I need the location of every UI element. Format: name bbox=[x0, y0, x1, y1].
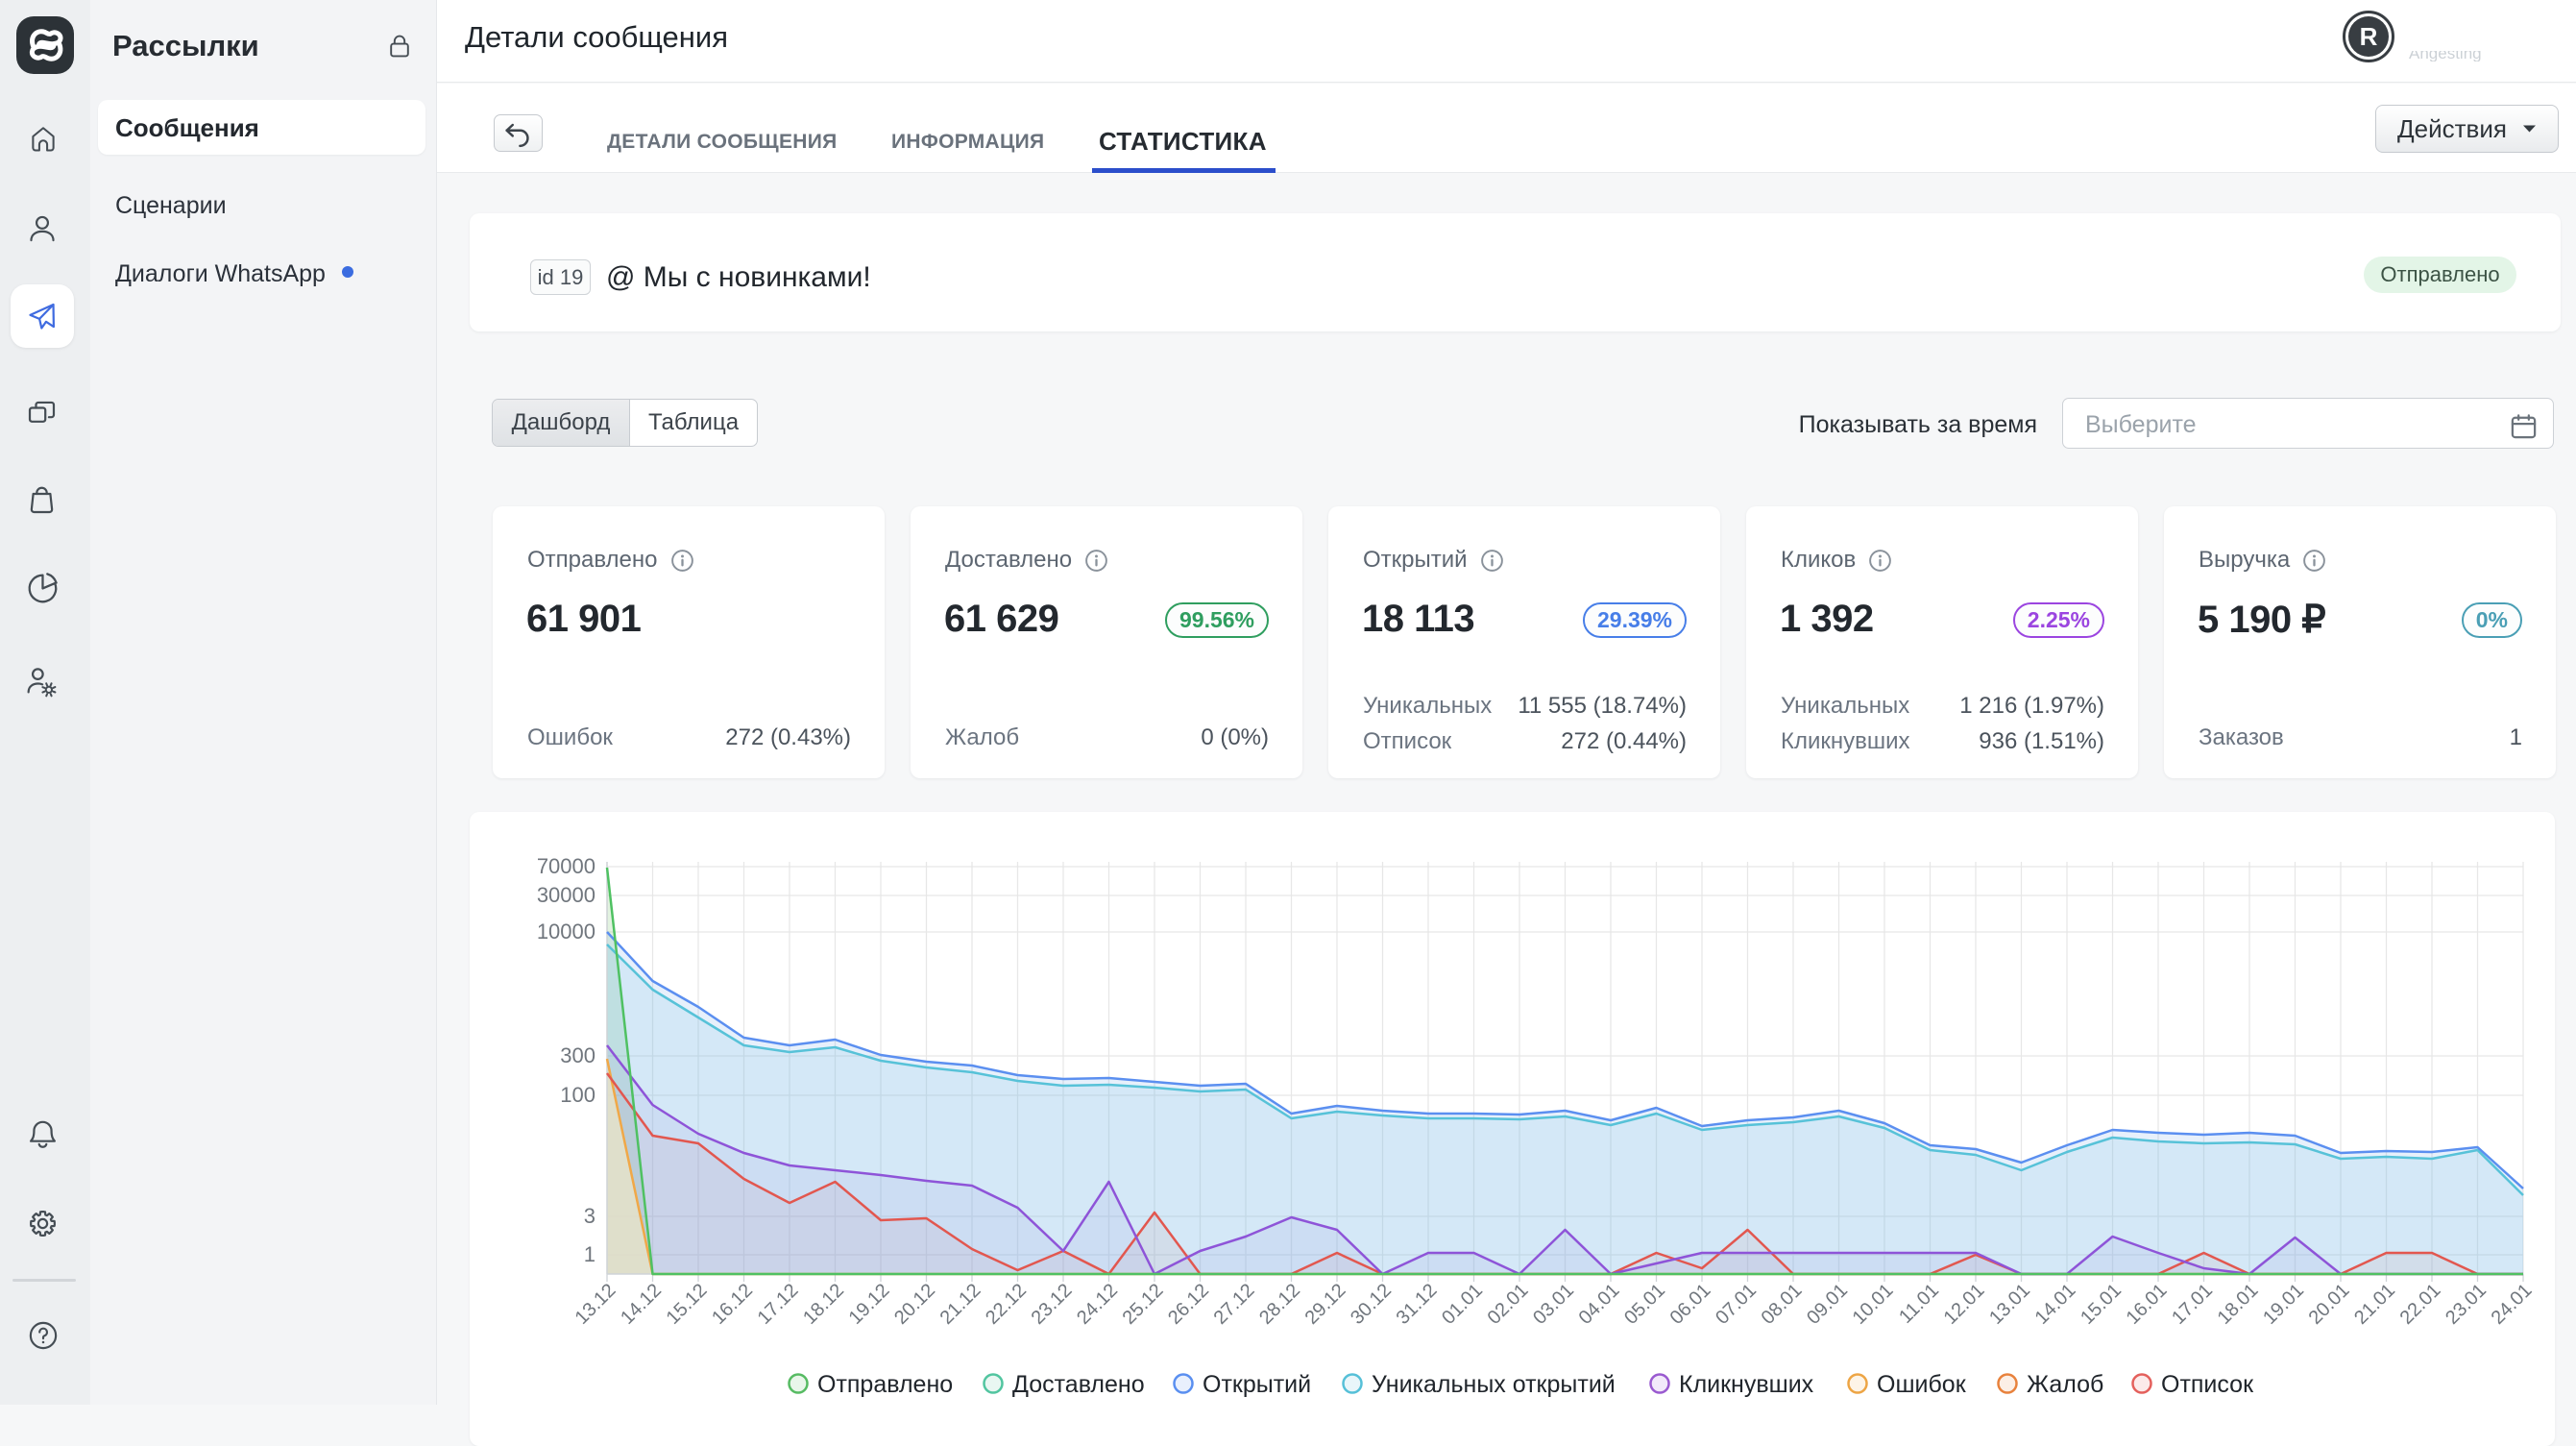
svg-text:24.01: 24.01 bbox=[2488, 1280, 2537, 1329]
svg-text:21.01: 21.01 bbox=[2350, 1280, 2399, 1329]
svg-text:15.12: 15.12 bbox=[663, 1280, 712, 1329]
svg-text:13.12: 13.12 bbox=[571, 1280, 620, 1329]
svg-text:02.01: 02.01 bbox=[1484, 1280, 1533, 1329]
svg-text:16.12: 16.12 bbox=[708, 1280, 757, 1329]
svg-text:03.01: 03.01 bbox=[1529, 1280, 1578, 1329]
svg-text:Открытий: Открытий bbox=[1203, 1371, 1311, 1398]
svg-text:01.01: 01.01 bbox=[1438, 1280, 1487, 1329]
svg-text:23.12: 23.12 bbox=[1028, 1280, 1077, 1329]
svg-text:29.12: 29.12 bbox=[1301, 1280, 1350, 1329]
svg-text:12.01: 12.01 bbox=[1940, 1280, 1989, 1329]
svg-text:Доставлено: Доставлено bbox=[1012, 1371, 1145, 1398]
svg-text:18.12: 18.12 bbox=[799, 1280, 848, 1329]
svg-text:08.01: 08.01 bbox=[1758, 1280, 1807, 1329]
svg-text:26.12: 26.12 bbox=[1164, 1280, 1213, 1329]
svg-text:28.12: 28.12 bbox=[1255, 1280, 1304, 1329]
svg-text:22.12: 22.12 bbox=[982, 1280, 1031, 1329]
svg-text:100: 100 bbox=[560, 1083, 595, 1107]
svg-text:14.01: 14.01 bbox=[2031, 1280, 2080, 1329]
svg-text:23.01: 23.01 bbox=[2442, 1280, 2491, 1329]
svg-text:10.01: 10.01 bbox=[1849, 1280, 1898, 1329]
svg-text:Уникальных открытий: Уникальных открытий bbox=[1372, 1371, 1616, 1398]
svg-text:20.12: 20.12 bbox=[890, 1280, 939, 1329]
svg-text:19.12: 19.12 bbox=[845, 1280, 894, 1329]
svg-text:17.01: 17.01 bbox=[2168, 1280, 2217, 1329]
svg-text:30000: 30000 bbox=[537, 883, 595, 907]
svg-text:06.01: 06.01 bbox=[1666, 1280, 1715, 1329]
svg-text:07.01: 07.01 bbox=[1712, 1280, 1761, 1329]
svg-text:Кликнувших: Кликнувших bbox=[1679, 1371, 1814, 1398]
svg-text:Ошибок: Ошибок bbox=[1877, 1371, 1967, 1398]
svg-text:10000: 10000 bbox=[537, 919, 595, 944]
svg-text:Отписок: Отписок bbox=[2161, 1371, 2254, 1398]
svg-text:21.12: 21.12 bbox=[936, 1280, 985, 1329]
svg-text:05.01: 05.01 bbox=[1620, 1280, 1669, 1329]
svg-text:Отправлено: Отправлено bbox=[817, 1371, 953, 1398]
svg-text:11.01: 11.01 bbox=[1895, 1280, 1943, 1328]
svg-text:3: 3 bbox=[584, 1204, 595, 1228]
svg-text:18.01: 18.01 bbox=[2214, 1280, 2263, 1329]
svg-text:16.01: 16.01 bbox=[2123, 1280, 2172, 1329]
svg-text:31.12: 31.12 bbox=[1393, 1280, 1442, 1329]
svg-text:25.12: 25.12 bbox=[1119, 1280, 1168, 1329]
svg-text:04.01: 04.01 bbox=[1575, 1280, 1624, 1329]
svg-text:14.12: 14.12 bbox=[617, 1280, 666, 1329]
svg-text:15.01: 15.01 bbox=[2077, 1280, 2126, 1329]
svg-text:09.01: 09.01 bbox=[1803, 1280, 1852, 1329]
svg-text:30.12: 30.12 bbox=[1347, 1280, 1396, 1329]
svg-text:24.12: 24.12 bbox=[1073, 1280, 1122, 1329]
svg-text:20.01: 20.01 bbox=[2305, 1280, 2354, 1329]
svg-text:27.12: 27.12 bbox=[1210, 1280, 1259, 1329]
svg-text:22.01: 22.01 bbox=[2396, 1280, 2445, 1329]
svg-text:17.12: 17.12 bbox=[754, 1280, 803, 1329]
svg-text:70000: 70000 bbox=[537, 854, 595, 878]
svg-text:13.01: 13.01 bbox=[1985, 1280, 2034, 1329]
svg-text:19.01: 19.01 bbox=[2259, 1280, 2308, 1329]
svg-text:1: 1 bbox=[584, 1242, 595, 1266]
svg-text:300: 300 bbox=[560, 1043, 595, 1067]
svg-text:Жалоб: Жалоб bbox=[2027, 1371, 2103, 1398]
